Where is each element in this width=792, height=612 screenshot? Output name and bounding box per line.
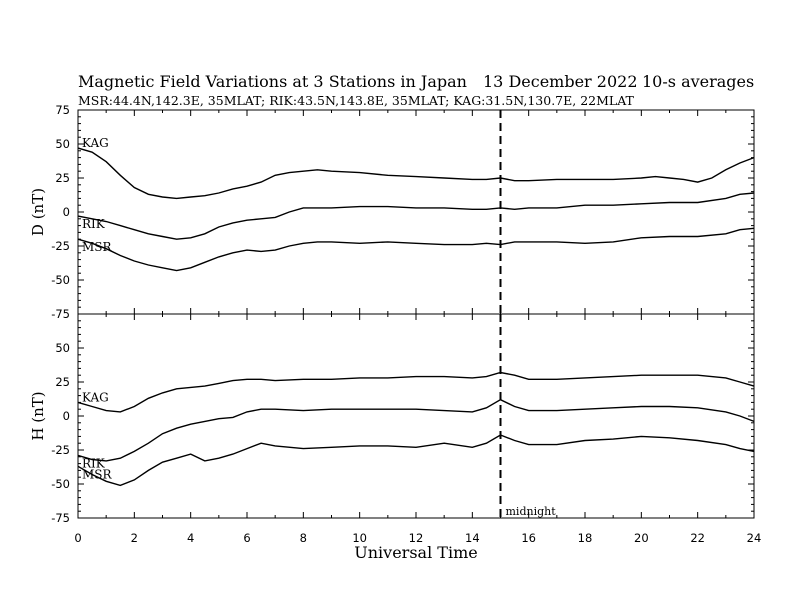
d-series-label-msr: MSR bbox=[82, 240, 113, 254]
x-tick-label: 10 bbox=[352, 531, 367, 545]
d-panel-frame bbox=[77, 109, 755, 315]
d-series-label-rik: RIK bbox=[82, 217, 106, 231]
x-tick-label: 12 bbox=[409, 531, 424, 545]
h-y-tick-label: -25 bbox=[51, 443, 70, 457]
h-series-rik bbox=[77, 398, 755, 462]
station-info: MSR:44.4N,142.3E, 35MLAT; RIK:43.5N,143.… bbox=[78, 93, 634, 108]
h-series-msr bbox=[77, 434, 755, 487]
h-y-tick-label: -50 bbox=[51, 477, 70, 491]
x-tick-label: 22 bbox=[690, 531, 705, 545]
x-tick-label: 8 bbox=[300, 531, 307, 545]
h-y-tick-label: -75 bbox=[51, 511, 70, 525]
h-series-label-kag: KAG bbox=[82, 390, 109, 404]
x-tick-label: 18 bbox=[578, 531, 593, 545]
x-tick-label: 24 bbox=[747, 531, 762, 545]
d-y-tick-label: -50 bbox=[51, 273, 70, 287]
h-series-label-msr: MSR bbox=[82, 467, 113, 481]
d-axis-label: D (nT) bbox=[29, 188, 47, 236]
chart-date: 13 December 2022 bbox=[483, 72, 638, 91]
d-y-tick-label: 25 bbox=[55, 171, 70, 185]
d-y-tick-label: 75 bbox=[55, 103, 70, 117]
x-tick-label: 6 bbox=[243, 531, 250, 545]
x-tick-label: 2 bbox=[131, 531, 138, 545]
x-tick-label: 20 bbox=[634, 531, 649, 545]
h-y-tick-label: 25 bbox=[55, 375, 70, 389]
d-y-tick-label: -75 bbox=[51, 307, 70, 321]
d-series-label-kag: KAG bbox=[82, 136, 109, 150]
d-y-tick-label: -25 bbox=[51, 239, 70, 253]
h-y-tick-label: 50 bbox=[55, 341, 70, 355]
h-panel-frame bbox=[77, 313, 755, 519]
x-tick-label: 0 bbox=[74, 531, 81, 545]
h-series-label-rik: RIK bbox=[82, 456, 106, 470]
d-y-tick-label: 50 bbox=[55, 137, 70, 151]
h-axis-label: H (nT) bbox=[29, 391, 47, 440]
d-y-tick-label: 0 bbox=[63, 205, 70, 219]
x-tick-label: 14 bbox=[465, 531, 480, 545]
h-y-tick-label: 0 bbox=[63, 409, 70, 423]
x-axis-label: Universal Time bbox=[354, 543, 477, 562]
d-series-msr bbox=[77, 227, 755, 272]
averaging-label: 10-s averages bbox=[642, 72, 755, 91]
x-tick-label: 4 bbox=[187, 531, 194, 545]
d-series-rik bbox=[77, 192, 755, 240]
chart-title: Magnetic Field Variations at 3 Stations … bbox=[78, 72, 467, 91]
midnight-label: midnight bbox=[506, 505, 557, 518]
x-tick-label: 16 bbox=[521, 531, 536, 545]
h-series-kag bbox=[77, 371, 755, 413]
d-series-kag bbox=[77, 147, 755, 200]
